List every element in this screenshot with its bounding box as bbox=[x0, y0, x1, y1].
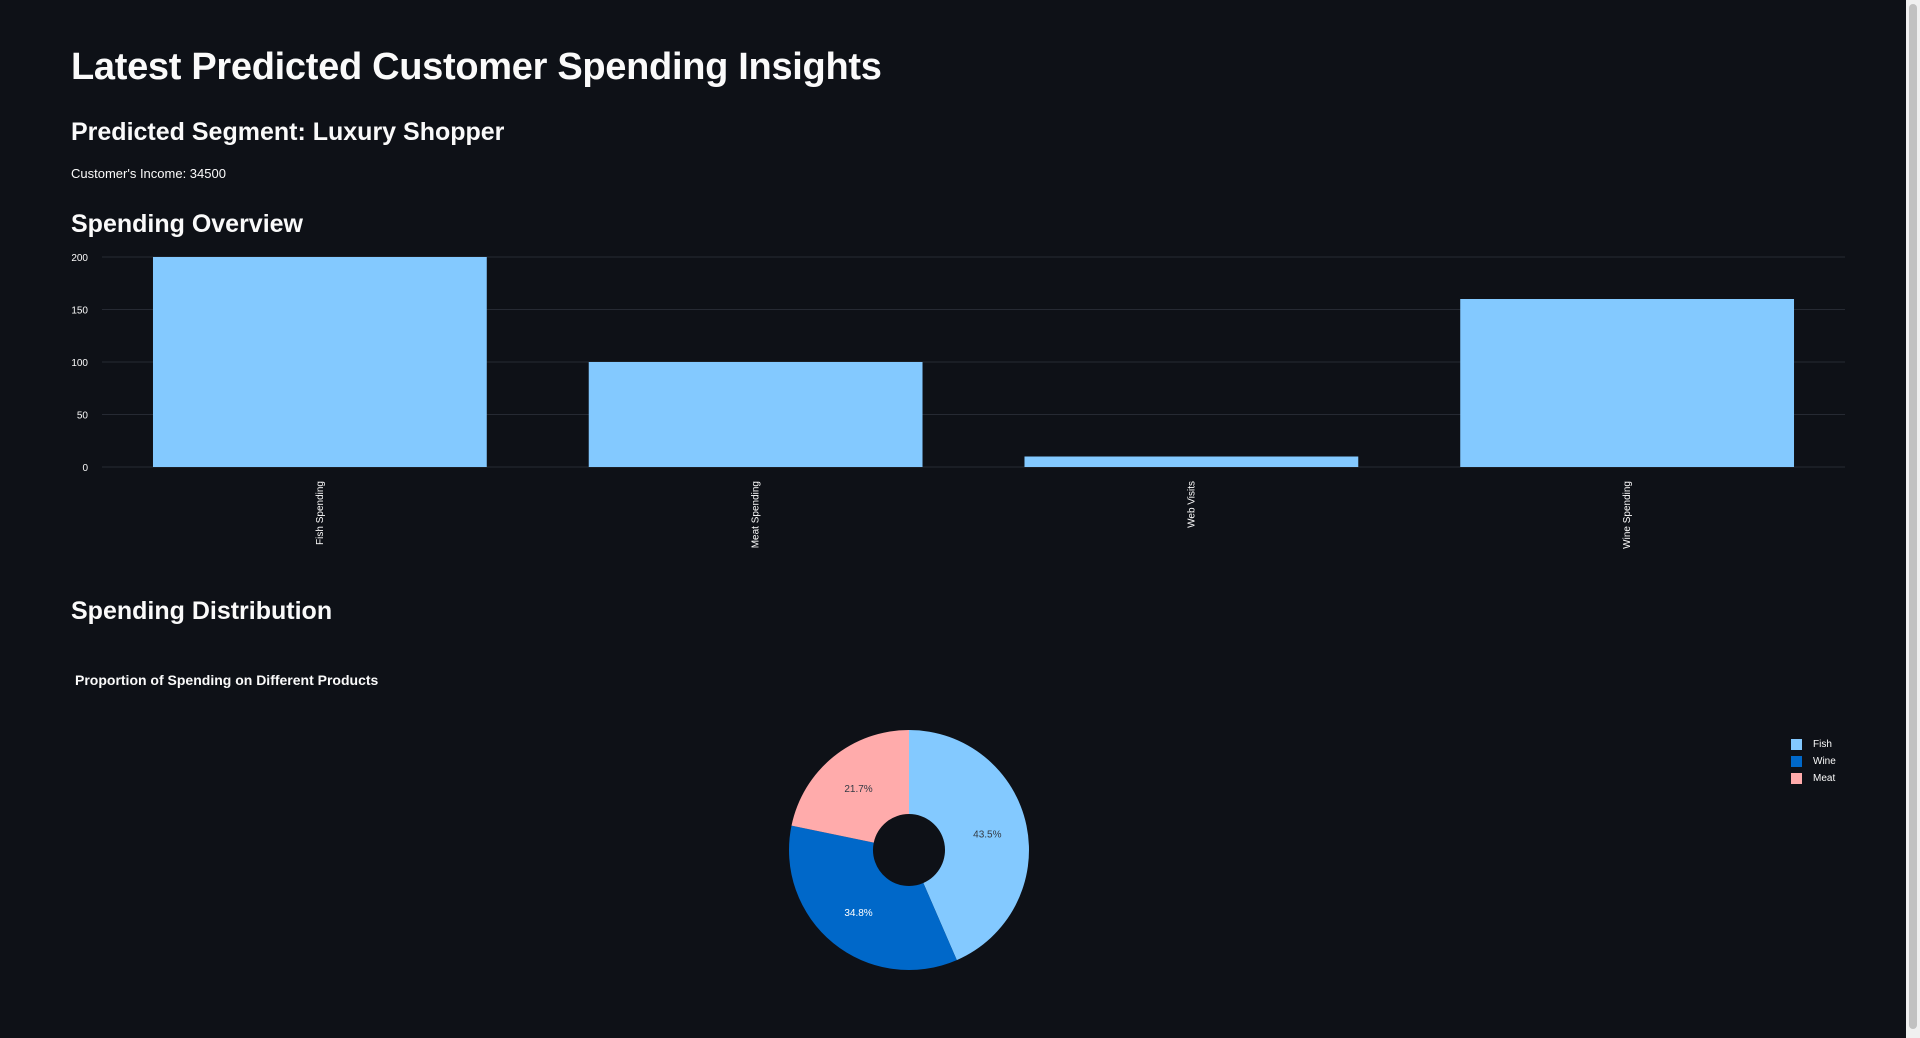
bar-fish-spending[interactable] bbox=[152, 257, 487, 467]
legend-label: Fish bbox=[1813, 739, 1832, 750]
legend-item-wine[interactable]: Wine bbox=[1791, 753, 1836, 770]
bar-chart-y-axis: 0 50 100 150 200 bbox=[71, 253, 88, 474]
x-tick-label: Wine Spending bbox=[1622, 481, 1633, 549]
legend-swatch bbox=[1791, 756, 1802, 767]
slice-percent-label: 34.8% bbox=[844, 908, 872, 919]
predicted-segment: Predicted Segment: Luxury Shopper bbox=[71, 118, 505, 146]
spending-overview-heading: Spending Overview bbox=[71, 210, 304, 238]
slice-wine[interactable] bbox=[788, 825, 957, 970]
x-tick-label: Meat Spending bbox=[751, 481, 762, 548]
y-tick-label: 100 bbox=[71, 358, 88, 369]
y-tick-label: 0 bbox=[82, 463, 88, 474]
bar-web-visits[interactable] bbox=[1024, 456, 1359, 468]
page-title: Latest Predicted Customer Spending Insig… bbox=[71, 46, 882, 88]
pie-chart-title: Proportion of Spending on Different Prod… bbox=[75, 672, 379, 688]
y-tick-label: 150 bbox=[71, 306, 88, 317]
bar-wine-spending[interactable] bbox=[1460, 299, 1795, 467]
x-tick-label: Web Visits bbox=[1186, 481, 1197, 528]
spending-donut-chart[interactable]: 43.5% 34.8% 21.7% bbox=[0, 700, 1780, 1000]
customer-income: Customer's Income: 34500 bbox=[71, 166, 226, 181]
legend-label: Wine bbox=[1813, 756, 1836, 767]
slice-meat[interactable] bbox=[791, 730, 909, 843]
legend-label: Meat bbox=[1813, 773, 1836, 784]
legend-item-fish[interactable]: Fish bbox=[1791, 736, 1836, 753]
scrollbar-thumb[interactable] bbox=[1909, 4, 1917, 1029]
y-tick-label: 50 bbox=[77, 411, 89, 422]
slice-percent-label: 21.7% bbox=[844, 784, 872, 795]
y-tick-label: 200 bbox=[71, 253, 88, 264]
legend-item-meat[interactable]: Meat bbox=[1791, 770, 1836, 787]
slice-percent-label: 43.5% bbox=[973, 830, 1001, 841]
legend-swatch bbox=[1791, 773, 1802, 784]
donut-percent-labels: 43.5% 34.8% 21.7% bbox=[844, 784, 1001, 919]
donut-legend[interactable]: Fish Wine Meat bbox=[1791, 736, 1836, 787]
page-scrollbar[interactable] bbox=[1906, 0, 1920, 1038]
spending-bar-chart[interactable]: 0 50 100 150 200 Fish Spending Meat Spending W… bbox=[56, 245, 1856, 565]
bar-meat-spending[interactable] bbox=[588, 362, 923, 467]
bar-chart-bars[interactable] bbox=[152, 257, 1795, 468]
spending-distribution-heading: Spending Distribution bbox=[71, 597, 333, 625]
slice-fish[interactable] bbox=[909, 730, 1030, 961]
x-tick-label: Fish Spending bbox=[315, 481, 326, 545]
legend-swatch bbox=[1791, 739, 1802, 750]
bar-chart-x-axis: Fish Spending Meat Spending Web Visits Wine… bbox=[315, 481, 1633, 549]
donut-slices[interactable] bbox=[788, 730, 1030, 970]
